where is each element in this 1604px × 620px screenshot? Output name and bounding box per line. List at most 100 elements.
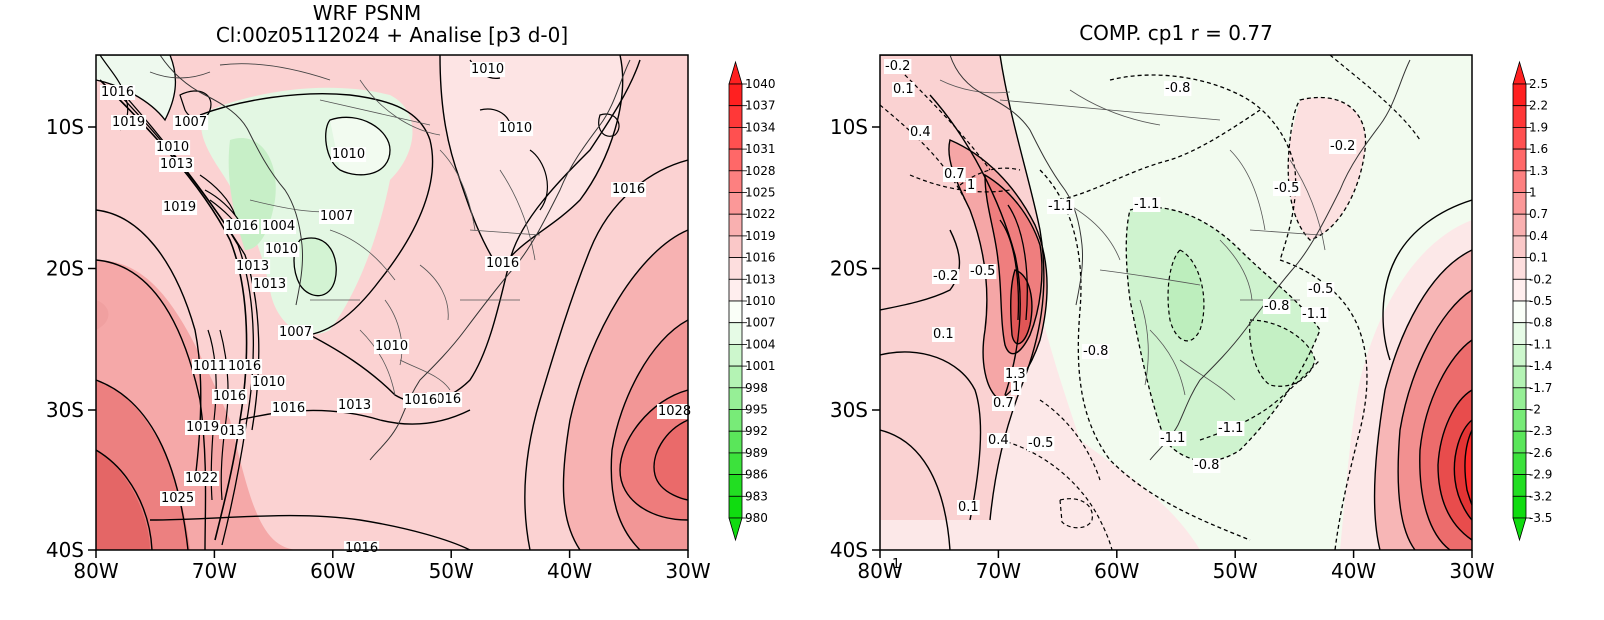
right-y-tick-label: 20S bbox=[830, 257, 868, 281]
left-contour-label-bg bbox=[192, 359, 228, 374]
left-colorbar-swatch bbox=[728, 235, 743, 258]
left-contour-label: 1028 bbox=[658, 404, 691, 419]
right-colorbar: 2.5 2.2 1.9 1.6 1.3 1 0.7 0.4 0.1 -0.2 -0.5 -0.8 -1.… bbox=[1512, 60, 1552, 542]
right-contour-label-bg bbox=[969, 264, 997, 279]
left-contour-label-bg bbox=[337, 398, 373, 413]
right-contour-label: -0.5 bbox=[970, 264, 995, 279]
right-colorbar-label: 1.9 bbox=[1529, 120, 1548, 134]
left-colorbar-label: 1031 bbox=[745, 142, 776, 156]
right-colorbar-label: 2.2 bbox=[1529, 99, 1548, 113]
right-contour-label-bg bbox=[987, 433, 1010, 448]
right-colorbar-label: 1.3 bbox=[1529, 164, 1548, 178]
right-contour-label: 0.4 bbox=[988, 433, 1009, 448]
left-colorbar-swatch bbox=[728, 192, 743, 215]
left-colorbar-swatch bbox=[728, 474, 743, 497]
right-contour-label: -1.1 bbox=[1302, 307, 1327, 322]
left-colorbar-swatch bbox=[728, 278, 743, 302]
left-y-tick-label: 20S bbox=[46, 257, 84, 281]
right-contour-label-bg bbox=[1133, 197, 1161, 212]
left-contour-label: 1010 bbox=[265, 242, 298, 257]
left-y-tick-label: 30S bbox=[46, 398, 84, 422]
right-colorbar-label: -2 bbox=[1529, 403, 1541, 417]
right-y-tick-label: 40S bbox=[830, 538, 868, 562]
left-colorbar-label: 1025 bbox=[745, 186, 776, 200]
right-contour-label-bg bbox=[884, 59, 912, 74]
left-colorbar-label: 998 bbox=[745, 381, 768, 395]
right-contour-label-bg bbox=[1164, 81, 1192, 96]
left-contour-label-bg bbox=[224, 219, 260, 234]
right-colorbar-swatch bbox=[1512, 300, 1527, 324]
left-contour-label: 1019 bbox=[163, 200, 196, 215]
right-colorbar-swatch bbox=[1512, 83, 1527, 107]
right-colorbar-label: -0.2 bbox=[1529, 272, 1552, 286]
right-contour-label: 0.1 bbox=[893, 82, 914, 97]
left-contour-label-bg bbox=[184, 471, 220, 486]
left-contour-label: 1007 bbox=[320, 209, 353, 224]
left-map-panel: WRF PSNM Cl:00z05112024 + Analise [p3 d-… bbox=[46, 1, 776, 583]
left-contour-label-bg bbox=[331, 147, 367, 162]
left-contour-label: 1013 bbox=[236, 259, 269, 274]
left-contour-label: 1016 bbox=[225, 219, 258, 234]
left-contour-label: 1010 bbox=[375, 339, 408, 354]
right-x-tick-label: 70W bbox=[976, 559, 1021, 583]
right-colorbar-label: -1.7 bbox=[1529, 381, 1552, 395]
right-contour-label-bg bbox=[1217, 421, 1245, 436]
left-contour-label-bg bbox=[173, 115, 209, 130]
right-contour-label: -0.5 bbox=[1308, 282, 1333, 297]
left-colorbar-swatch bbox=[728, 365, 743, 389]
left-x-tick-label: 70W bbox=[192, 559, 237, 583]
right-x-tick-label: 50W bbox=[1213, 559, 1258, 583]
right-contour-label: 1 bbox=[892, 557, 900, 572]
right-contour-label-bg bbox=[966, 178, 977, 193]
left-x-tick-label: 60W bbox=[310, 559, 355, 583]
right-contour-label-bg bbox=[891, 557, 902, 572]
left-colorbar-label: 1034 bbox=[745, 120, 776, 134]
right-contour-label-bg bbox=[943, 167, 966, 182]
right-colorbar-swatch bbox=[1512, 452, 1527, 475]
left-contour-label: 1010 bbox=[252, 375, 285, 390]
left-x-tick-label: 50W bbox=[429, 559, 474, 583]
right-axes: 80W 70W 60W 50W 40W 30W 10S 20S 30S 40S bbox=[830, 115, 1495, 583]
left-colorbar-label: 1001 bbox=[745, 359, 776, 373]
left-contour-label-bg bbox=[100, 85, 136, 100]
right-colorbar-label: 0.1 bbox=[1529, 251, 1548, 265]
right-x-tick-label: 80W bbox=[857, 559, 902, 583]
left-colorbar-label: 1028 bbox=[745, 164, 776, 178]
left-contour-label-bg bbox=[212, 389, 248, 404]
left-contour-label-bg bbox=[251, 375, 287, 390]
left-title-line1: WRF PSNM bbox=[313, 1, 422, 25]
right-colorbar-swatch bbox=[1512, 387, 1527, 410]
right-contour-label-bg bbox=[1159, 431, 1187, 446]
left-axes: 80W 70W 60W 50W 40W 30W 10S 20S 30S 40S bbox=[46, 115, 711, 583]
left-colorbar: 1040 1037 1034 1031 1028 1025 1022 1019 1016 1013… bbox=[728, 60, 776, 542]
left-contour-label: 1007 bbox=[174, 115, 207, 130]
right-colorbar-label: -0.8 bbox=[1529, 316, 1552, 330]
right-frame bbox=[879, 54, 1473, 551]
right-colorbar-swatch bbox=[1512, 343, 1527, 367]
left-colorbar-label: 1016 bbox=[745, 251, 776, 265]
left-colorbar-swatch bbox=[728, 148, 743, 172]
left-contour-label: 1004 bbox=[262, 219, 295, 234]
left-contour-label-bg bbox=[611, 182, 647, 197]
right-contour-label: 0.1 bbox=[933, 327, 954, 342]
right-colorbar-swatch bbox=[1512, 278, 1527, 302]
left-contour-label-bg bbox=[374, 339, 410, 354]
left-contour-label-bg bbox=[252, 277, 288, 292]
left-contour-label-bg bbox=[155, 140, 191, 155]
left-contour-label: 1010 bbox=[332, 147, 365, 162]
right-x-tick-label: 40W bbox=[1331, 559, 1376, 583]
right-colorbar-swatch bbox=[1512, 170, 1527, 193]
left-y-tick-label: 10S bbox=[46, 115, 84, 139]
right-contour-label-bg bbox=[1027, 436, 1055, 451]
left-colorbar-label: 989 bbox=[745, 446, 768, 460]
right-contour-label: -0.5 bbox=[1028, 436, 1053, 451]
right-contour-label-bg bbox=[1082, 344, 1110, 359]
left-contour-label: 1016 bbox=[345, 541, 378, 556]
left-contour-label-bg bbox=[278, 325, 314, 340]
left-contour-label: 1010 bbox=[156, 140, 189, 155]
right-contour-label: 0.7 bbox=[944, 167, 965, 182]
left-x-tick-label: 30W bbox=[665, 559, 710, 583]
right-contour-label: -1.1 bbox=[1160, 431, 1185, 446]
right-contour-label: -1.1 bbox=[1048, 199, 1073, 214]
